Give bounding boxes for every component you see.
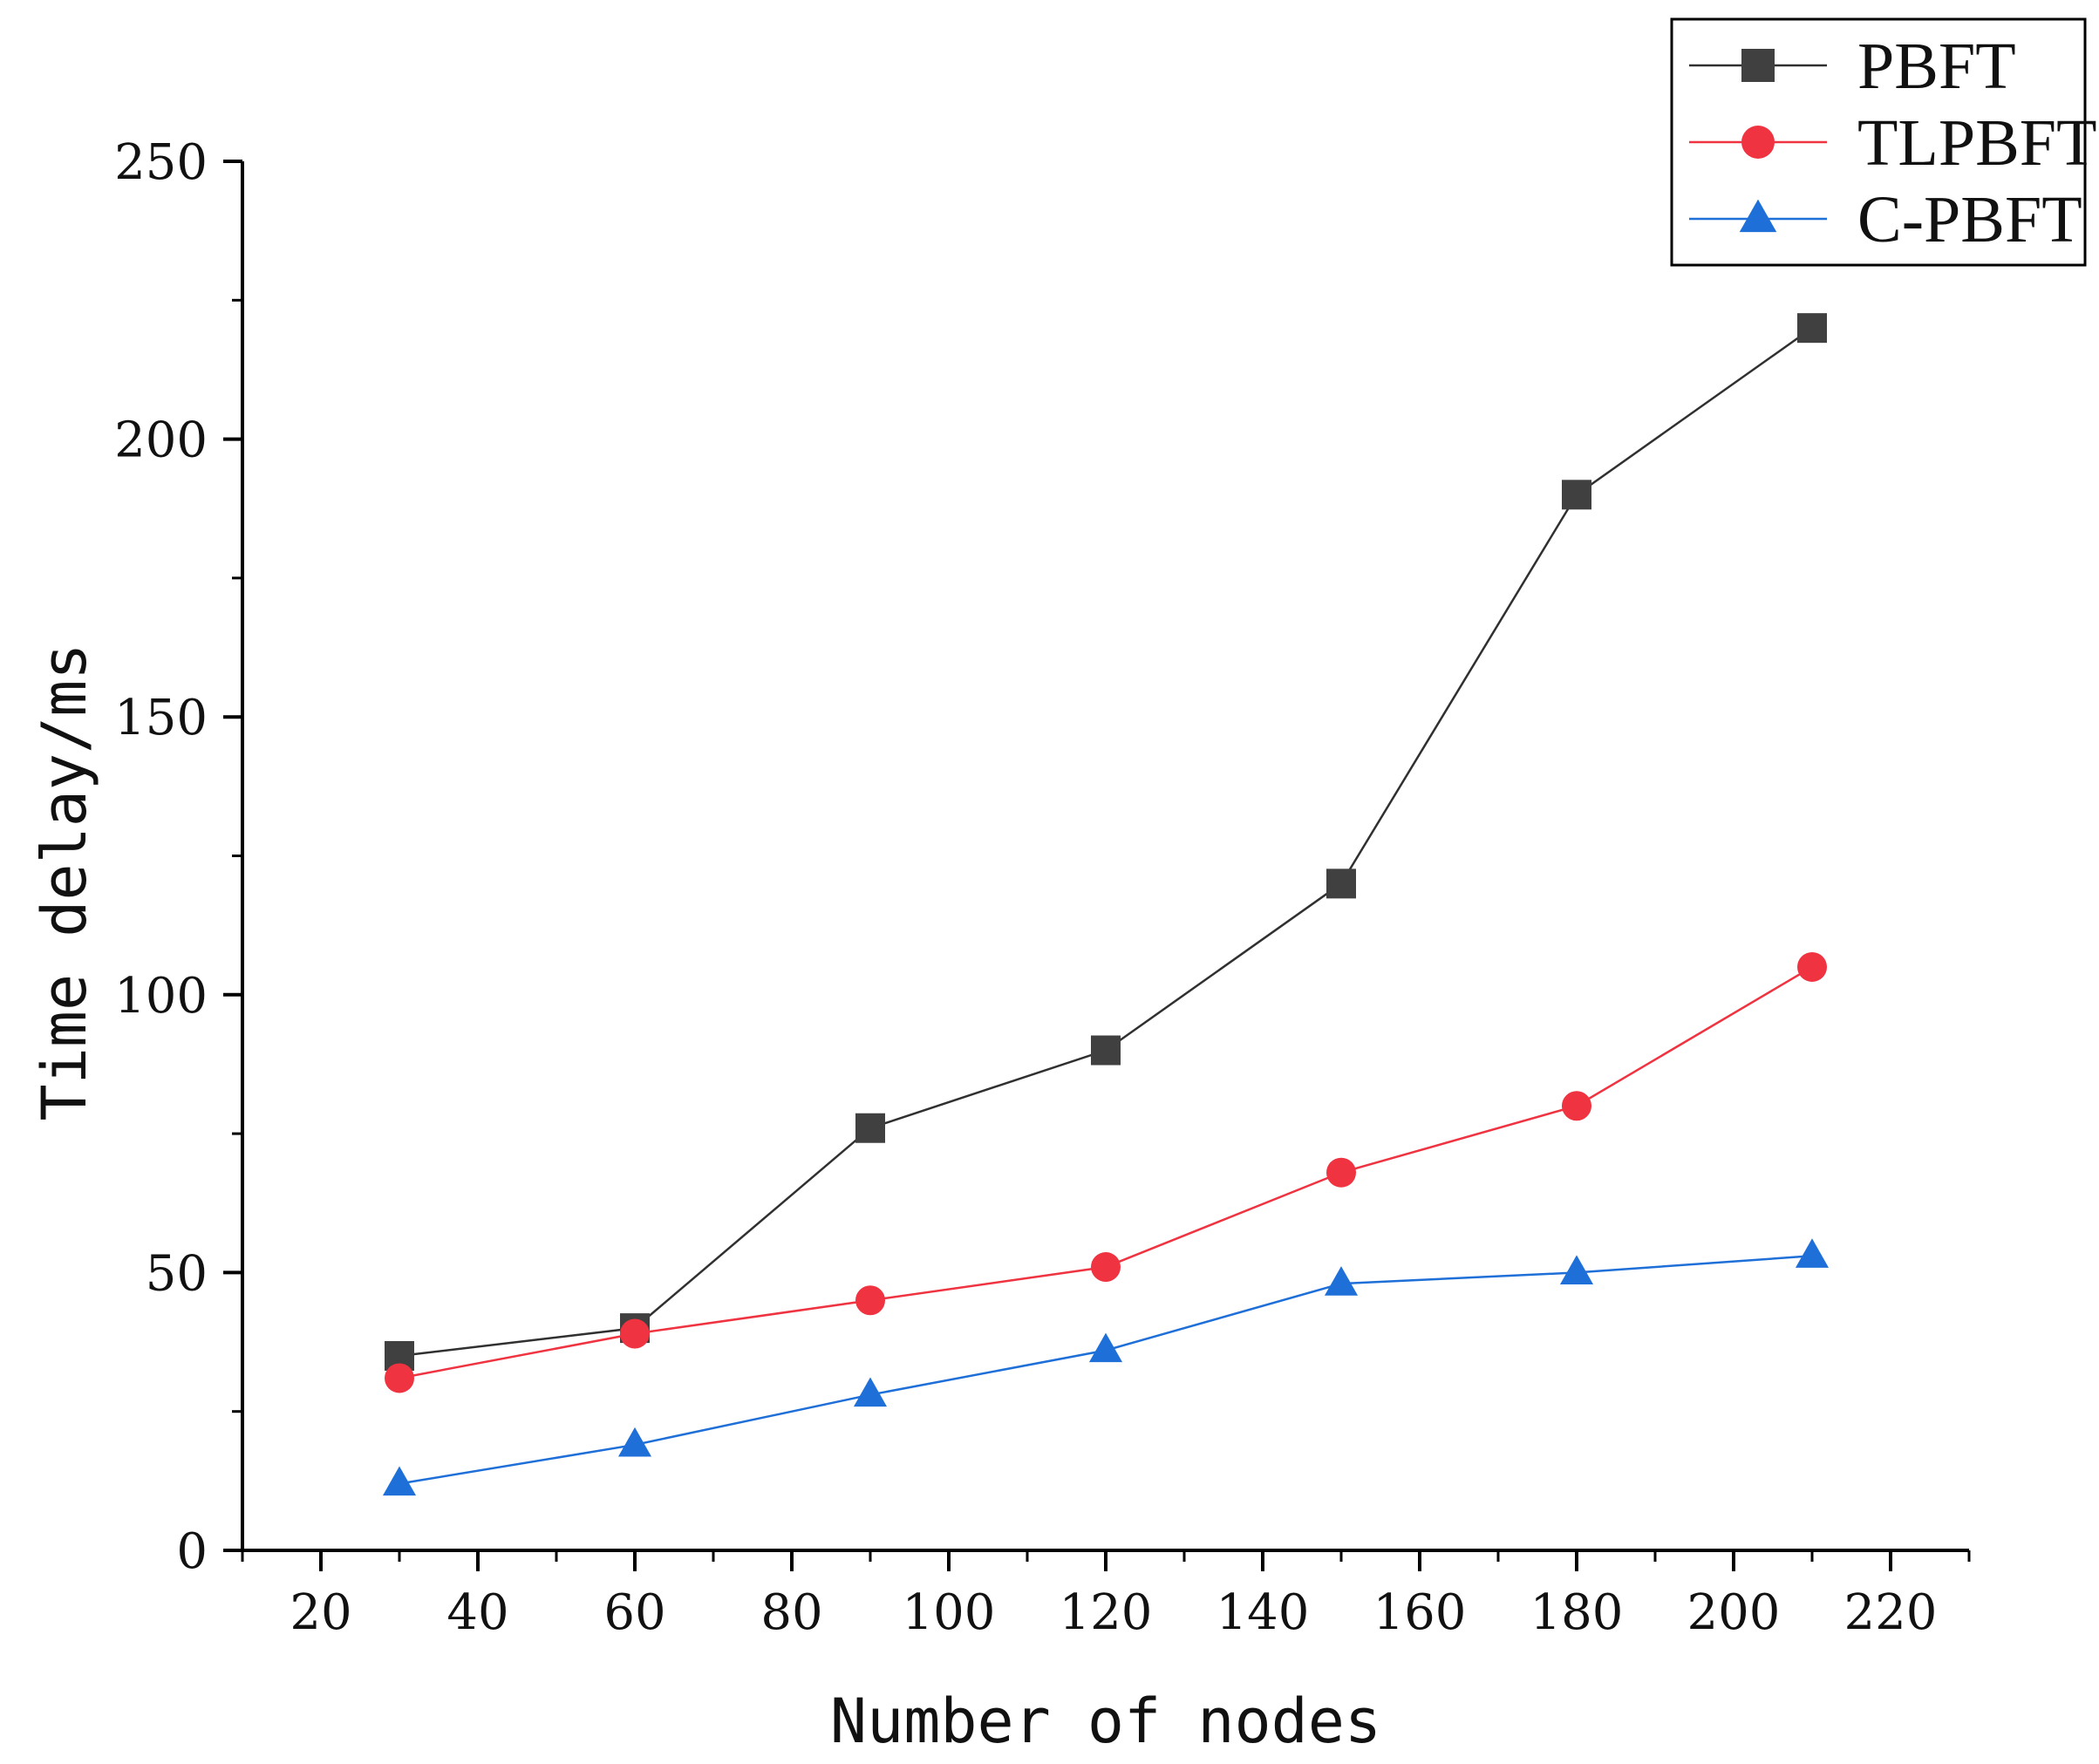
data-point (1559, 1255, 1594, 1284)
x-tick-label: 200 (1687, 1584, 1781, 1641)
x-tick-label: 160 (1373, 1584, 1467, 1641)
data-point (1562, 480, 1591, 510)
x-ticks: 20 40 60 80 100 120 140 160 180 200 220 (241, 1550, 1971, 1641)
x-axis-title: Number of nodes (830, 1686, 1381, 1757)
data-point (1795, 1238, 1830, 1268)
legend-marker (1739, 199, 1777, 233)
data-point (620, 1318, 650, 1349)
x-tick-label: 20 (290, 1584, 351, 1641)
series-line (399, 965, 1813, 1379)
data-point (1324, 1266, 1359, 1296)
x-tick-label: 40 (446, 1584, 508, 1641)
data-point (853, 1377, 888, 1407)
y-ticks: 0 50 100 150 200 250 (114, 134, 242, 1580)
series-c-pbft (382, 1238, 1830, 1496)
data-point (1091, 1035, 1121, 1066)
series-line (399, 1255, 1813, 1485)
data-point (1797, 313, 1827, 344)
x-tick-label: 140 (1216, 1584, 1310, 1641)
data-point (855, 1285, 885, 1316)
data-point (1326, 868, 1356, 899)
y-tick-label: 100 (114, 968, 208, 1025)
x-tick-label: 180 (1530, 1584, 1624, 1641)
data-point (1091, 1252, 1121, 1283)
data-point (855, 1113, 885, 1143)
x-tick-label: 100 (903, 1584, 996, 1641)
y-tick-label: 150 (114, 690, 208, 746)
legend-item-c-pbft: C-PBFT (1689, 183, 2082, 256)
series-tlpbft (385, 951, 1827, 1393)
data-point (1326, 1157, 1356, 1188)
series-line (399, 327, 1813, 1358)
y-tick-label: 250 (114, 134, 208, 191)
data-point (382, 1466, 417, 1496)
series-pbft (385, 313, 1827, 1371)
data-point (617, 1427, 652, 1457)
legend-item-tlpbft: TLPBFT (1689, 106, 2097, 180)
x-tick-label: 220 (1844, 1584, 1938, 1641)
data-point (385, 1363, 414, 1393)
legend-item-pbft: PBFT (1689, 30, 2016, 103)
x-tick-label: 80 (760, 1584, 822, 1641)
y-tick-label: 50 (146, 1245, 208, 1302)
legend-label: C-PBFT (1857, 183, 2082, 256)
data-point (1088, 1332, 1123, 1363)
y-tick-label: 0 (176, 1523, 208, 1580)
data-point (1562, 1091, 1591, 1121)
legend-label: PBFT (1857, 30, 2016, 103)
legend-marker (1741, 49, 1775, 82)
x-tick-label: 120 (1060, 1584, 1153, 1641)
data-point (1797, 951, 1827, 982)
legend-label: TLPBFT (1857, 106, 2097, 180)
y-axis-title: Time delay/ms (29, 644, 100, 1121)
legend-marker (1741, 126, 1775, 159)
y-tick-label: 200 (114, 412, 208, 469)
x-tick-label: 60 (603, 1584, 665, 1641)
series-layer (382, 313, 1830, 1496)
